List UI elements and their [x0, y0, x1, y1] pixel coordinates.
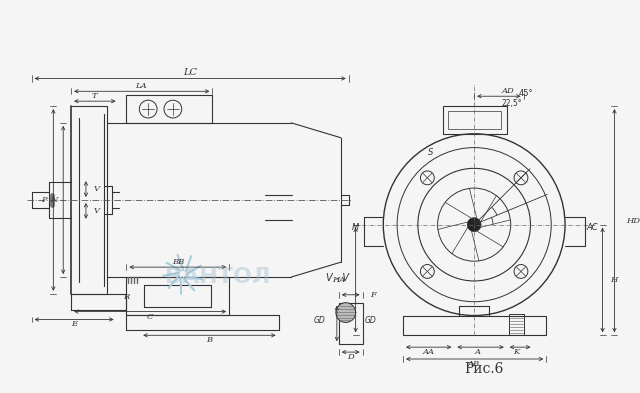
- Circle shape: [467, 218, 481, 231]
- Text: V: V: [94, 185, 100, 193]
- Text: B: B: [206, 336, 212, 344]
- Text: P: P: [41, 196, 47, 204]
- Text: HA: HA: [333, 276, 346, 284]
- Text: AC: AC: [587, 222, 598, 231]
- Bar: [509, 314, 524, 335]
- Text: AB: AB: [468, 360, 480, 368]
- Text: T: T: [92, 92, 98, 100]
- Text: AA: AA: [423, 348, 435, 356]
- Text: A: A: [475, 348, 481, 356]
- Text: GD: GD: [313, 316, 325, 325]
- Bar: [449, 111, 501, 129]
- Text: V - V: V - V: [326, 273, 349, 283]
- Text: HD: HD: [627, 217, 640, 225]
- Text: N: N: [50, 196, 58, 204]
- Text: LA: LA: [136, 83, 147, 90]
- Text: S: S: [428, 149, 433, 157]
- Text: Рис.6: Рис.6: [465, 362, 504, 376]
- Text: 45°: 45°: [518, 89, 533, 98]
- Text: BB: BB: [172, 258, 184, 266]
- Text: ВАНТОЛ: ВАНТОЛ: [164, 267, 270, 287]
- Text: 22,5°: 22,5°: [502, 99, 522, 108]
- Text: AD: AD: [501, 87, 514, 95]
- Text: R: R: [124, 293, 129, 301]
- Text: K: K: [513, 348, 520, 356]
- Bar: [442, 106, 507, 134]
- Text: GD: GD: [365, 316, 376, 325]
- Text: LC: LC: [182, 68, 196, 77]
- Bar: [403, 316, 547, 335]
- Text: V: V: [94, 207, 100, 215]
- Text: M: M: [351, 222, 359, 231]
- Text: C: C: [147, 312, 154, 321]
- Text: E: E: [71, 320, 77, 329]
- Bar: [339, 303, 362, 344]
- Ellipse shape: [336, 303, 356, 322]
- Text: D: D: [348, 353, 354, 361]
- Text: H: H: [611, 276, 618, 284]
- Text: F: F: [371, 291, 376, 299]
